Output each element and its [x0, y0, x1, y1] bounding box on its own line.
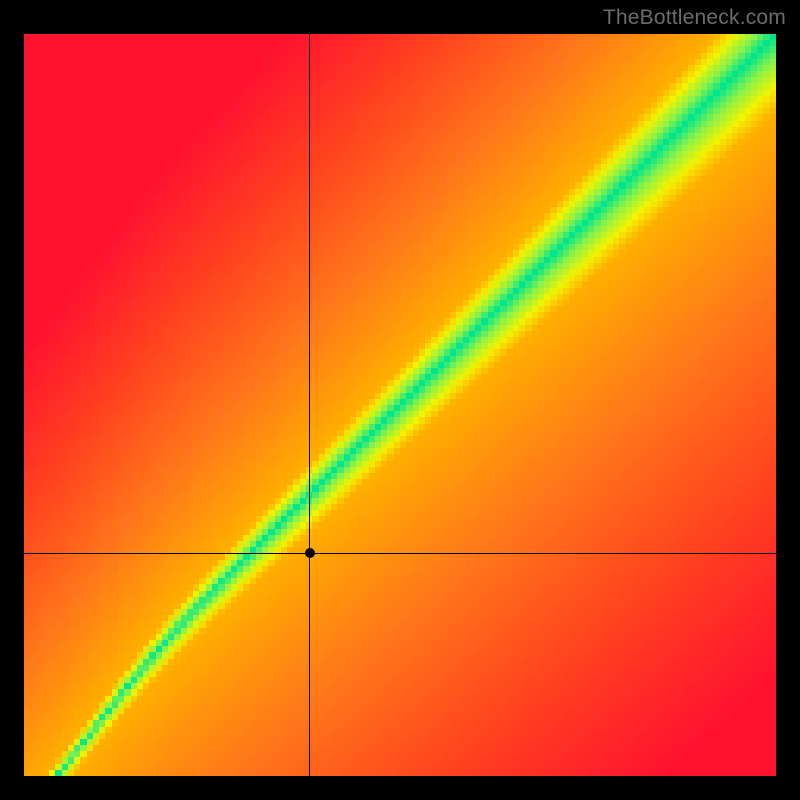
watermark-text: TheBottleneck.com	[603, 6, 786, 30]
heatmap-canvas	[24, 34, 776, 776]
plot-area	[24, 34, 776, 776]
frame: TheBottleneck.com	[0, 0, 800, 800]
